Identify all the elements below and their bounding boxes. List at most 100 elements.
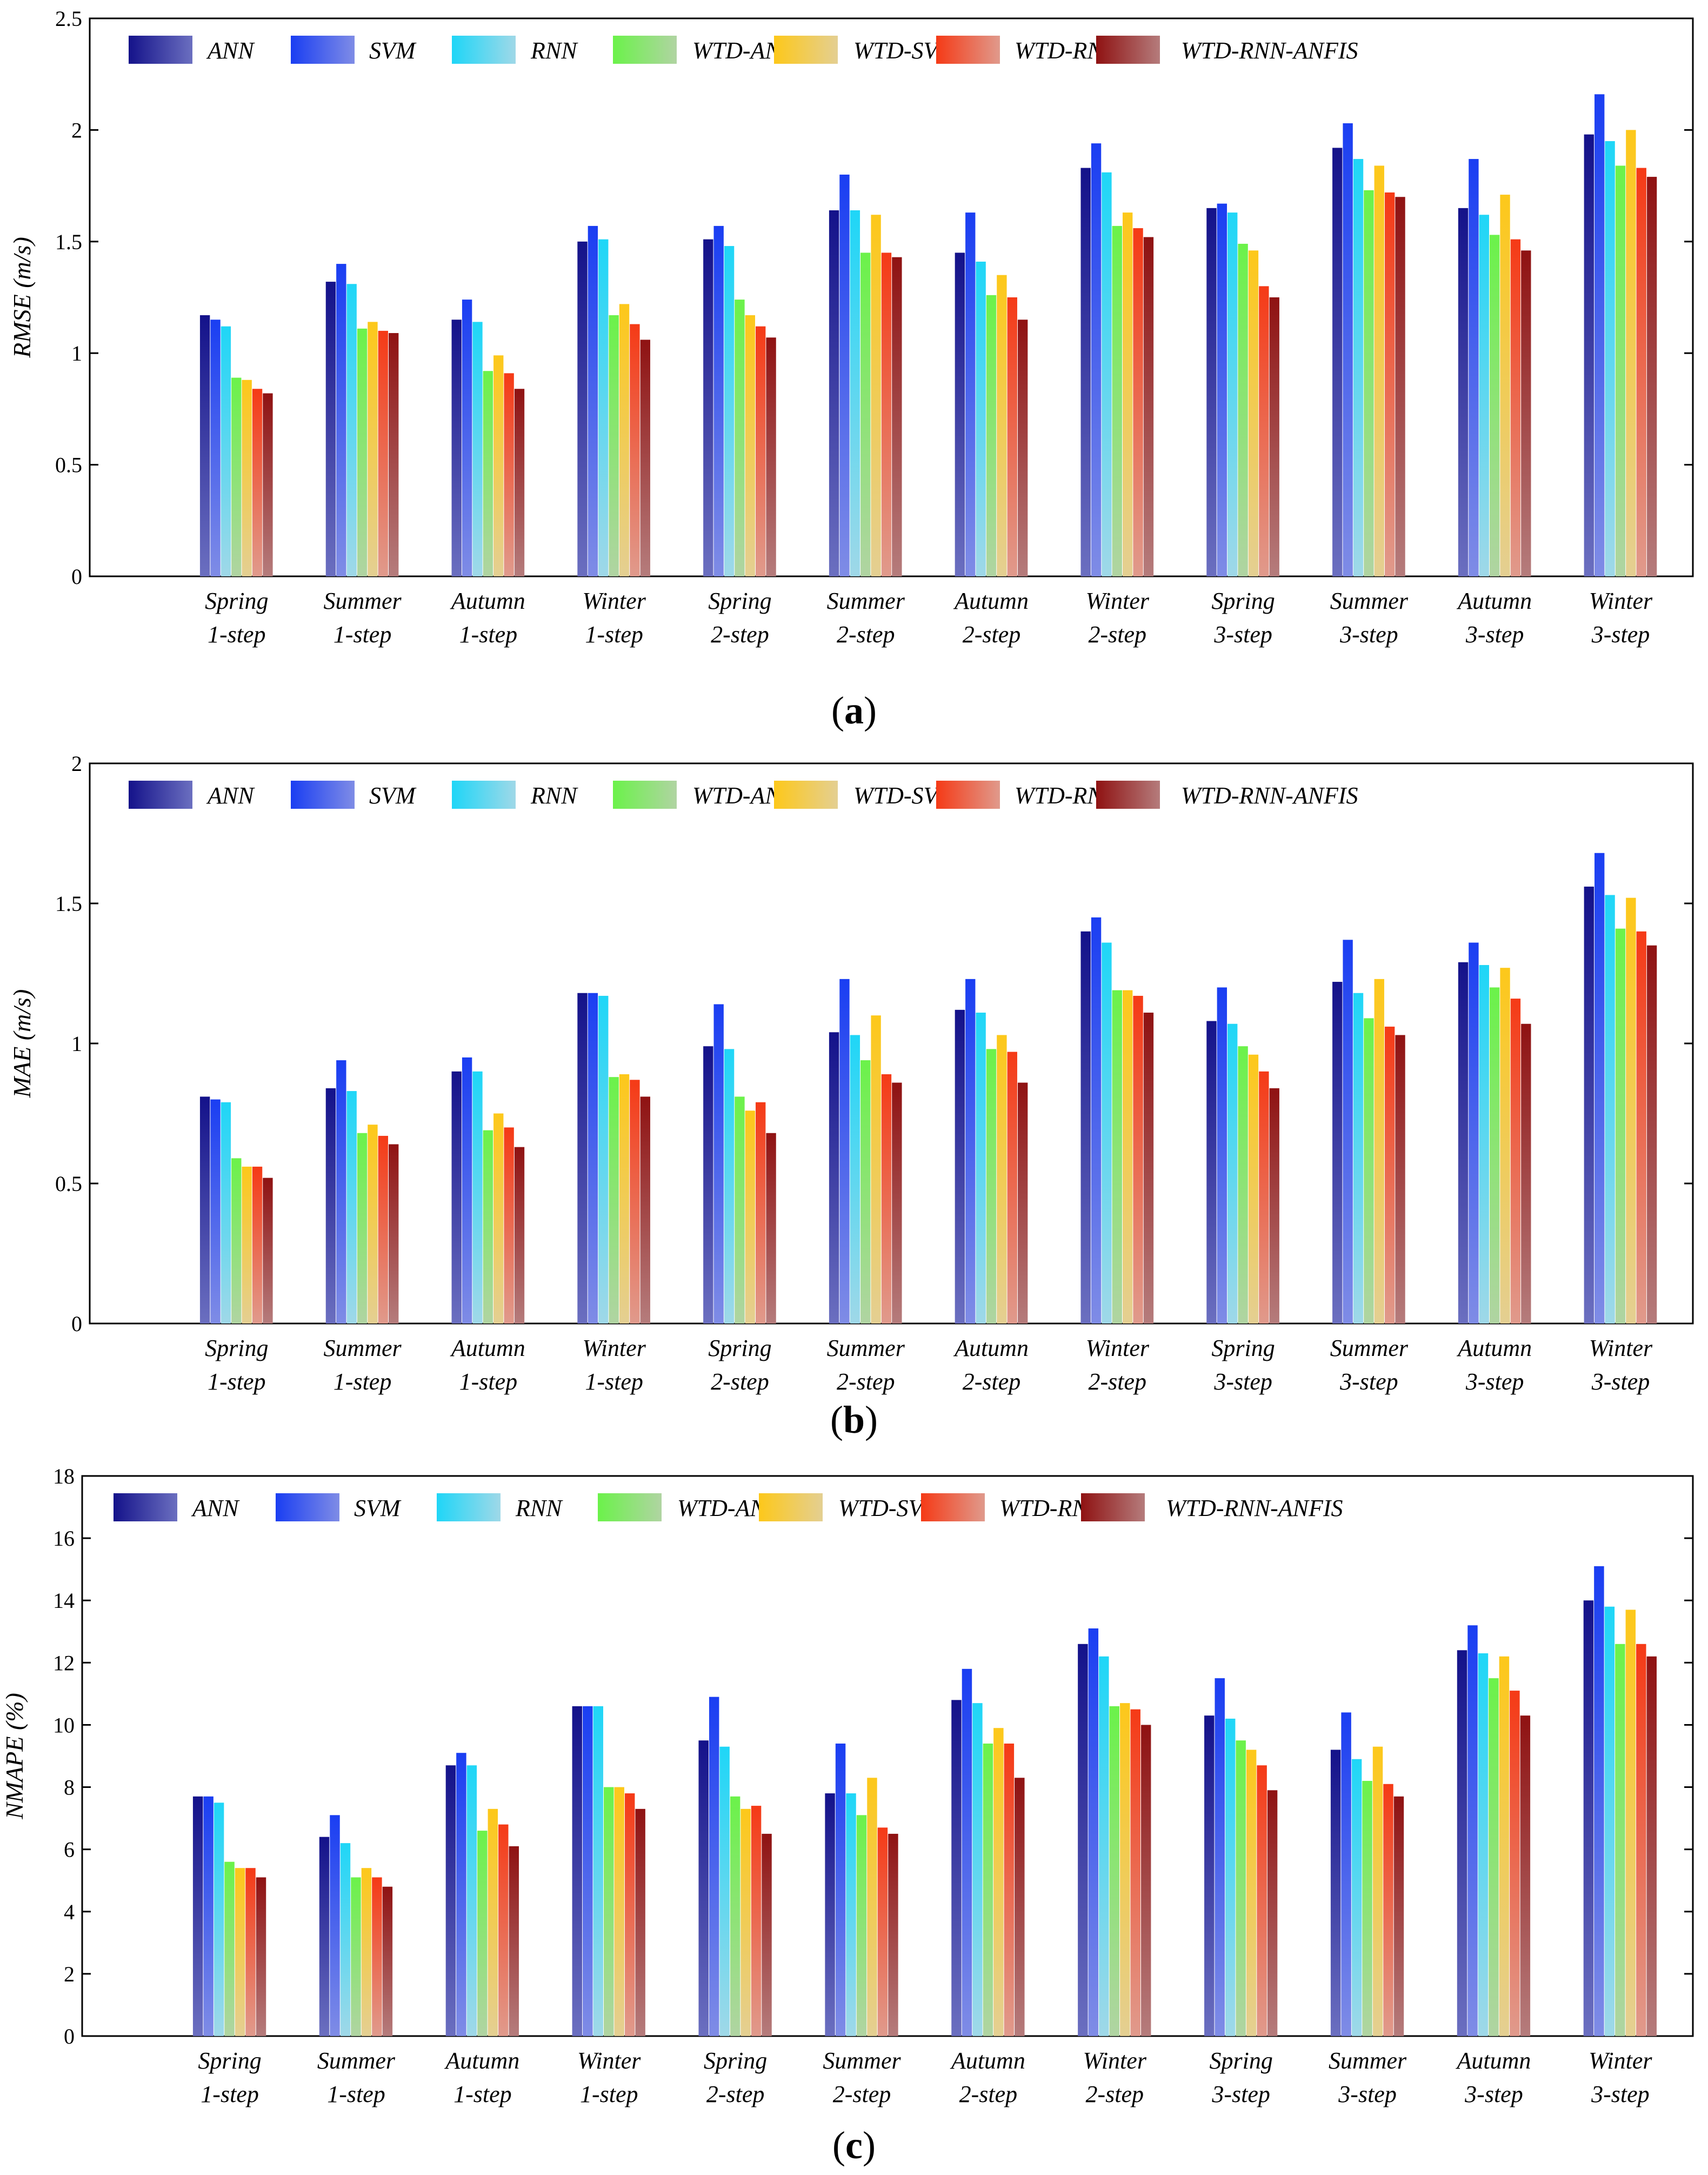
bar-svm-5	[835, 1743, 846, 2036]
bar-svm-6	[962, 1668, 972, 2036]
bar-wtd-rnn-6	[1007, 297, 1017, 576]
y-axis-label: NMAPE (%)	[1, 1693, 28, 1820]
bar-wtd-svm-4	[745, 1110, 756, 1323]
bar-wtd-rnn-4	[756, 1102, 766, 1323]
bar-wtd-svm-2	[493, 1113, 504, 1323]
bar-wtd-rnn-9	[1384, 192, 1395, 576]
x-category-sublabel: 1-step	[585, 1368, 643, 1395]
bar-rnn-4	[724, 246, 735, 576]
bar-wtd-ann-6	[986, 295, 997, 576]
bar-wtd-ann-1	[351, 1877, 361, 2036]
bar-wtd-rnn-anfis-2	[514, 1147, 525, 1323]
bar-svm-8	[1217, 203, 1227, 576]
bar-svm-2	[462, 300, 472, 576]
x-category-sublabel: 2-step	[963, 1368, 1021, 1395]
legend-swatch	[291, 36, 355, 64]
bar-wtd-svm-3	[614, 1787, 624, 2036]
bar-wtd-rnn-6	[1004, 1743, 1015, 2036]
x-category-sublabel: 3-step	[1591, 621, 1650, 648]
x-category-sublabel: 2-step	[1089, 621, 1147, 648]
bar-ann-7	[1078, 1644, 1088, 2036]
legend-swatch	[936, 781, 1000, 809]
legend-label: WTD-RNN-ANFIS	[1181, 37, 1358, 64]
x-category-label: Spring	[198, 2047, 261, 2074]
bar-wtd-rnn-1	[372, 1877, 382, 2036]
bar-svm-3	[588, 993, 598, 1323]
bar-wtd-ann-1	[357, 1133, 368, 1323]
y-tick-label: 6	[64, 1838, 75, 1862]
bar-wtd-svm-9	[1374, 979, 1384, 1323]
y-tick-label: 0	[71, 1312, 82, 1336]
bar-svm-0	[210, 320, 221, 576]
bar-wtd-svm-6	[997, 275, 1007, 577]
bar-wtd-rnn-10	[1510, 999, 1521, 1323]
bar-wtd-rnn-10	[1510, 239, 1521, 576]
bar-ann-3	[577, 241, 588, 576]
bar-wtd-ann-4	[735, 1096, 745, 1323]
bar-rnn-6	[976, 261, 986, 576]
bar-wtd-rnn-4	[756, 326, 766, 576]
x-category-label: Spring	[708, 1335, 771, 1361]
bar-wtd-rnn-anfis-4	[766, 337, 776, 576]
x-category-sublabel: 3-step	[1591, 1368, 1650, 1395]
y-tick-label: 8	[64, 1775, 75, 1800]
chart-panel-b: 0 0.5 1 1.5 2 MAE (m/s) Spring 1-step Summer 1-st…	[8, 751, 1694, 1441]
bar-wtd-svm-6	[993, 1728, 1004, 2036]
legend-swatch	[1096, 781, 1160, 809]
bar-rnn-6	[976, 1013, 986, 1323]
bar-wtd-ann-2	[483, 371, 493, 576]
bar-svm-0	[210, 1099, 221, 1323]
legend-swatch	[452, 36, 516, 64]
bar-wtd-svm-2	[488, 1808, 498, 2036]
x-category-sublabel: 2-step	[963, 621, 1021, 648]
x-category-label: Autumn	[450, 588, 525, 614]
bar-wtd-rnn-anfis-1	[389, 1144, 399, 1323]
bar-wtd-rnn-anfis-3	[640, 340, 650, 576]
bar-svm-2	[462, 1057, 472, 1323]
bar-ann-7	[1080, 931, 1091, 1323]
bar-wtd-rnn-anfis-11	[1646, 945, 1657, 1323]
bar-wtd-svm-9	[1372, 1746, 1383, 2036]
legend-swatch	[921, 1493, 985, 1521]
bar-ann-6	[955, 252, 965, 576]
legend-swatch	[1081, 1493, 1145, 1521]
bar-svm-9	[1343, 940, 1353, 1323]
bar-ann-11	[1584, 134, 1594, 576]
bar-wtd-ann-2	[483, 1130, 493, 1323]
bar-rnn-7	[1102, 172, 1112, 576]
bar-wtd-ann-9	[1362, 1781, 1372, 2036]
x-category-label: Autumn	[1456, 588, 1532, 614]
bar-ann-2	[451, 1071, 462, 1323]
x-category-sublabel: 3-step	[1591, 2081, 1650, 2107]
bar-ann-9	[1330, 1750, 1341, 2036]
bar-svm-0	[203, 1796, 214, 2036]
bar-svm-7	[1091, 143, 1102, 577]
x-category-label: Autumn	[950, 2047, 1025, 2074]
bar-wtd-svm-5	[867, 1778, 877, 2036]
bar-svm-4	[713, 225, 724, 576]
bar-wtd-rnn-7	[1130, 1709, 1140, 2036]
bar-wtd-svm-7	[1123, 990, 1133, 1323]
bar-ann-1	[325, 1088, 336, 1323]
x-category-sublabel: 1-step	[333, 1368, 392, 1395]
bar-wtd-svm-9	[1374, 165, 1384, 576]
bar-wtd-rnn-anfis-6	[1015, 1778, 1025, 2036]
x-category-label: Spring	[704, 2047, 767, 2074]
legend-label: ANN	[191, 1495, 240, 1521]
bar-wtd-svm-5	[871, 215, 881, 576]
x-category-label: Winter	[1589, 1335, 1653, 1361]
bar-rnn-3	[598, 995, 609, 1323]
bar-wtd-ann-11	[1615, 928, 1626, 1323]
bar-wtd-ann-0	[231, 377, 242, 576]
bar-wtd-svm-0	[235, 1868, 245, 2036]
bar-wtd-svm-10	[1499, 1656, 1510, 2036]
x-category-sublabel: 1-step	[580, 2081, 638, 2107]
bar-wtd-ann-3	[609, 315, 619, 576]
bar-wtd-rnn-8	[1259, 286, 1269, 576]
bar-svm-9	[1343, 123, 1353, 577]
bar-wtd-ann-1	[357, 328, 368, 576]
bar-wtd-svm-4	[745, 315, 756, 576]
bar-wtd-rnn-anfis-10	[1521, 1023, 1531, 1323]
bar-rnn-8	[1225, 1718, 1236, 2036]
